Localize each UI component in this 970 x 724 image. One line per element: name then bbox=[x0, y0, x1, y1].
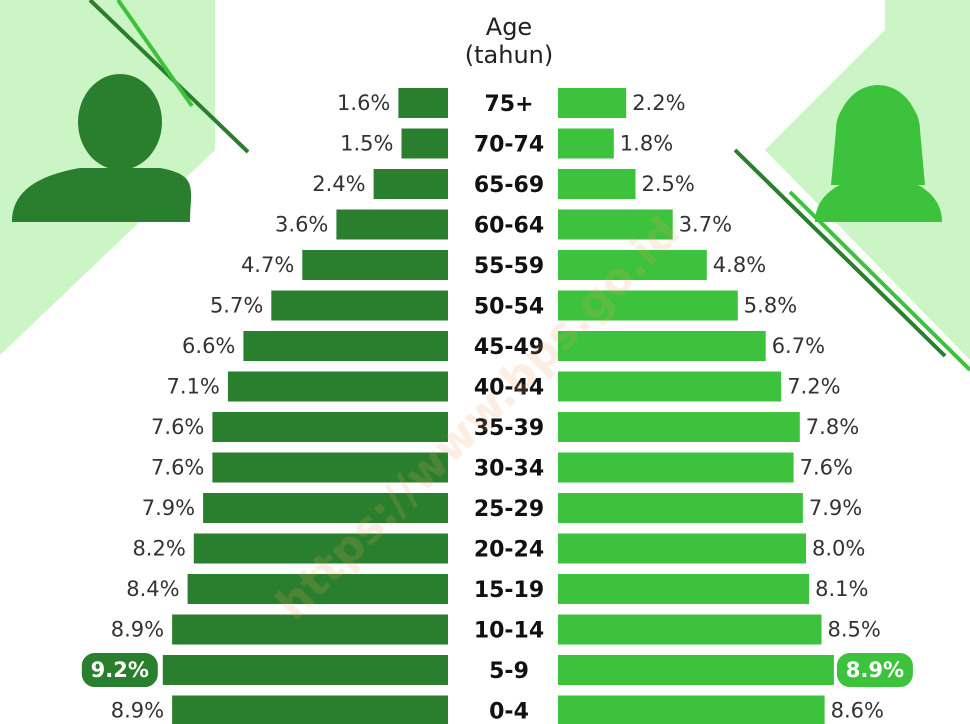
value-label: 2.5% bbox=[642, 172, 695, 196]
value-label: 1.5% bbox=[340, 132, 393, 156]
category-label: 65-69 bbox=[474, 173, 544, 198]
bar bbox=[558, 412, 800, 442]
bar bbox=[187, 574, 448, 604]
value-label: 8.9% bbox=[111, 699, 164, 723]
value-label: 5.8% bbox=[744, 294, 797, 318]
value-label: 2.4% bbox=[312, 172, 365, 196]
bar bbox=[558, 209, 673, 240]
category-label: 5-9 bbox=[489, 659, 529, 684]
bar bbox=[203, 493, 448, 523]
value-label: 3.6% bbox=[275, 213, 328, 237]
category-label: 20-24 bbox=[474, 538, 544, 563]
value-label: 4.8% bbox=[713, 253, 766, 277]
category-label: 70-74 bbox=[474, 133, 544, 158]
category-label: 75+ bbox=[484, 92, 533, 117]
value-label: 1.8% bbox=[620, 132, 673, 156]
value-label: 6.6% bbox=[182, 334, 235, 358]
axis-label: Age bbox=[486, 13, 532, 41]
bar bbox=[302, 250, 448, 280]
value-label: 7.6% bbox=[800, 456, 853, 480]
bar bbox=[212, 412, 448, 442]
value-label: 6.7% bbox=[772, 334, 825, 358]
bar bbox=[558, 290, 738, 321]
deco-line bbox=[116, 0, 194, 108]
category-label: 30-34 bbox=[474, 457, 544, 482]
highlight-badge bbox=[834, 651, 915, 689]
value-label: 1.6% bbox=[337, 91, 390, 115]
bar bbox=[243, 331, 448, 361]
bar bbox=[558, 695, 825, 724]
value-label: 8.6% bbox=[831, 699, 884, 723]
category-label: 40-44 bbox=[474, 376, 544, 401]
bar bbox=[227, 371, 448, 402]
value-label: 7.9% bbox=[809, 496, 862, 520]
axis-label: (tahun) bbox=[465, 41, 553, 69]
bar bbox=[401, 128, 448, 159]
category-label: 45-49 bbox=[474, 335, 544, 360]
bar bbox=[558, 88, 627, 118]
highlight-badge bbox=[79, 651, 160, 689]
bar bbox=[558, 169, 636, 199]
value-label: 8.0% bbox=[812, 537, 865, 561]
male-icon bbox=[12, 74, 192, 222]
bar bbox=[558, 250, 707, 280]
value-label: 7.6% bbox=[151, 456, 204, 480]
value-label: 7.9% bbox=[142, 496, 195, 520]
value-label: 8.9% bbox=[111, 618, 164, 642]
bar bbox=[193, 533, 448, 564]
deco-line bbox=[733, 148, 947, 358]
value-label: 9.2% bbox=[91, 658, 149, 682]
value-label: 8.1% bbox=[815, 577, 868, 601]
category-label: 60-64 bbox=[474, 214, 544, 239]
bar bbox=[172, 614, 448, 645]
category-label: 10-14 bbox=[474, 619, 544, 644]
bar bbox=[558, 574, 810, 604]
value-label: 3.7% bbox=[679, 213, 732, 237]
bar bbox=[172, 695, 448, 724]
bar bbox=[558, 331, 766, 361]
bar bbox=[558, 452, 794, 483]
bar bbox=[558, 371, 782, 402]
value-label: 5.7% bbox=[210, 294, 263, 318]
value-label: 8.9% bbox=[846, 658, 904, 682]
bar bbox=[558, 655, 834, 685]
plot-area: 75+ 1.6% 2.2% 70-74 1.5% 1.8% 65-69 2.4% 2.5% 60-… bbox=[79, 88, 915, 724]
bar bbox=[558, 493, 803, 523]
bar bbox=[558, 533, 806, 564]
value-label: 4.7% bbox=[241, 253, 294, 277]
bar bbox=[373, 169, 448, 199]
value-label: 8.4% bbox=[126, 577, 179, 601]
bar bbox=[558, 128, 614, 159]
bar bbox=[212, 452, 448, 483]
value-label: 7.6% bbox=[151, 415, 204, 439]
value-label: 7.2% bbox=[787, 375, 840, 399]
category-label: 25-29 bbox=[474, 497, 544, 522]
bar bbox=[162, 655, 449, 685]
bar bbox=[558, 614, 822, 645]
category-label: 35-39 bbox=[474, 416, 544, 441]
value-label: 7.8% bbox=[806, 415, 859, 439]
bar bbox=[271, 290, 448, 321]
category-label: 0-4 bbox=[489, 700, 529, 724]
value-label: 2.2% bbox=[632, 91, 685, 115]
category-label: 55-59 bbox=[474, 254, 544, 279]
value-label: 8.2% bbox=[132, 537, 185, 561]
value-label: 7.1% bbox=[167, 375, 220, 399]
bar bbox=[336, 209, 448, 240]
female-icon bbox=[815, 85, 942, 222]
bar bbox=[398, 88, 448, 118]
category-label: 50-54 bbox=[474, 295, 544, 320]
category-label: 15-19 bbox=[474, 578, 544, 603]
value-label: 8.5% bbox=[828, 618, 881, 642]
